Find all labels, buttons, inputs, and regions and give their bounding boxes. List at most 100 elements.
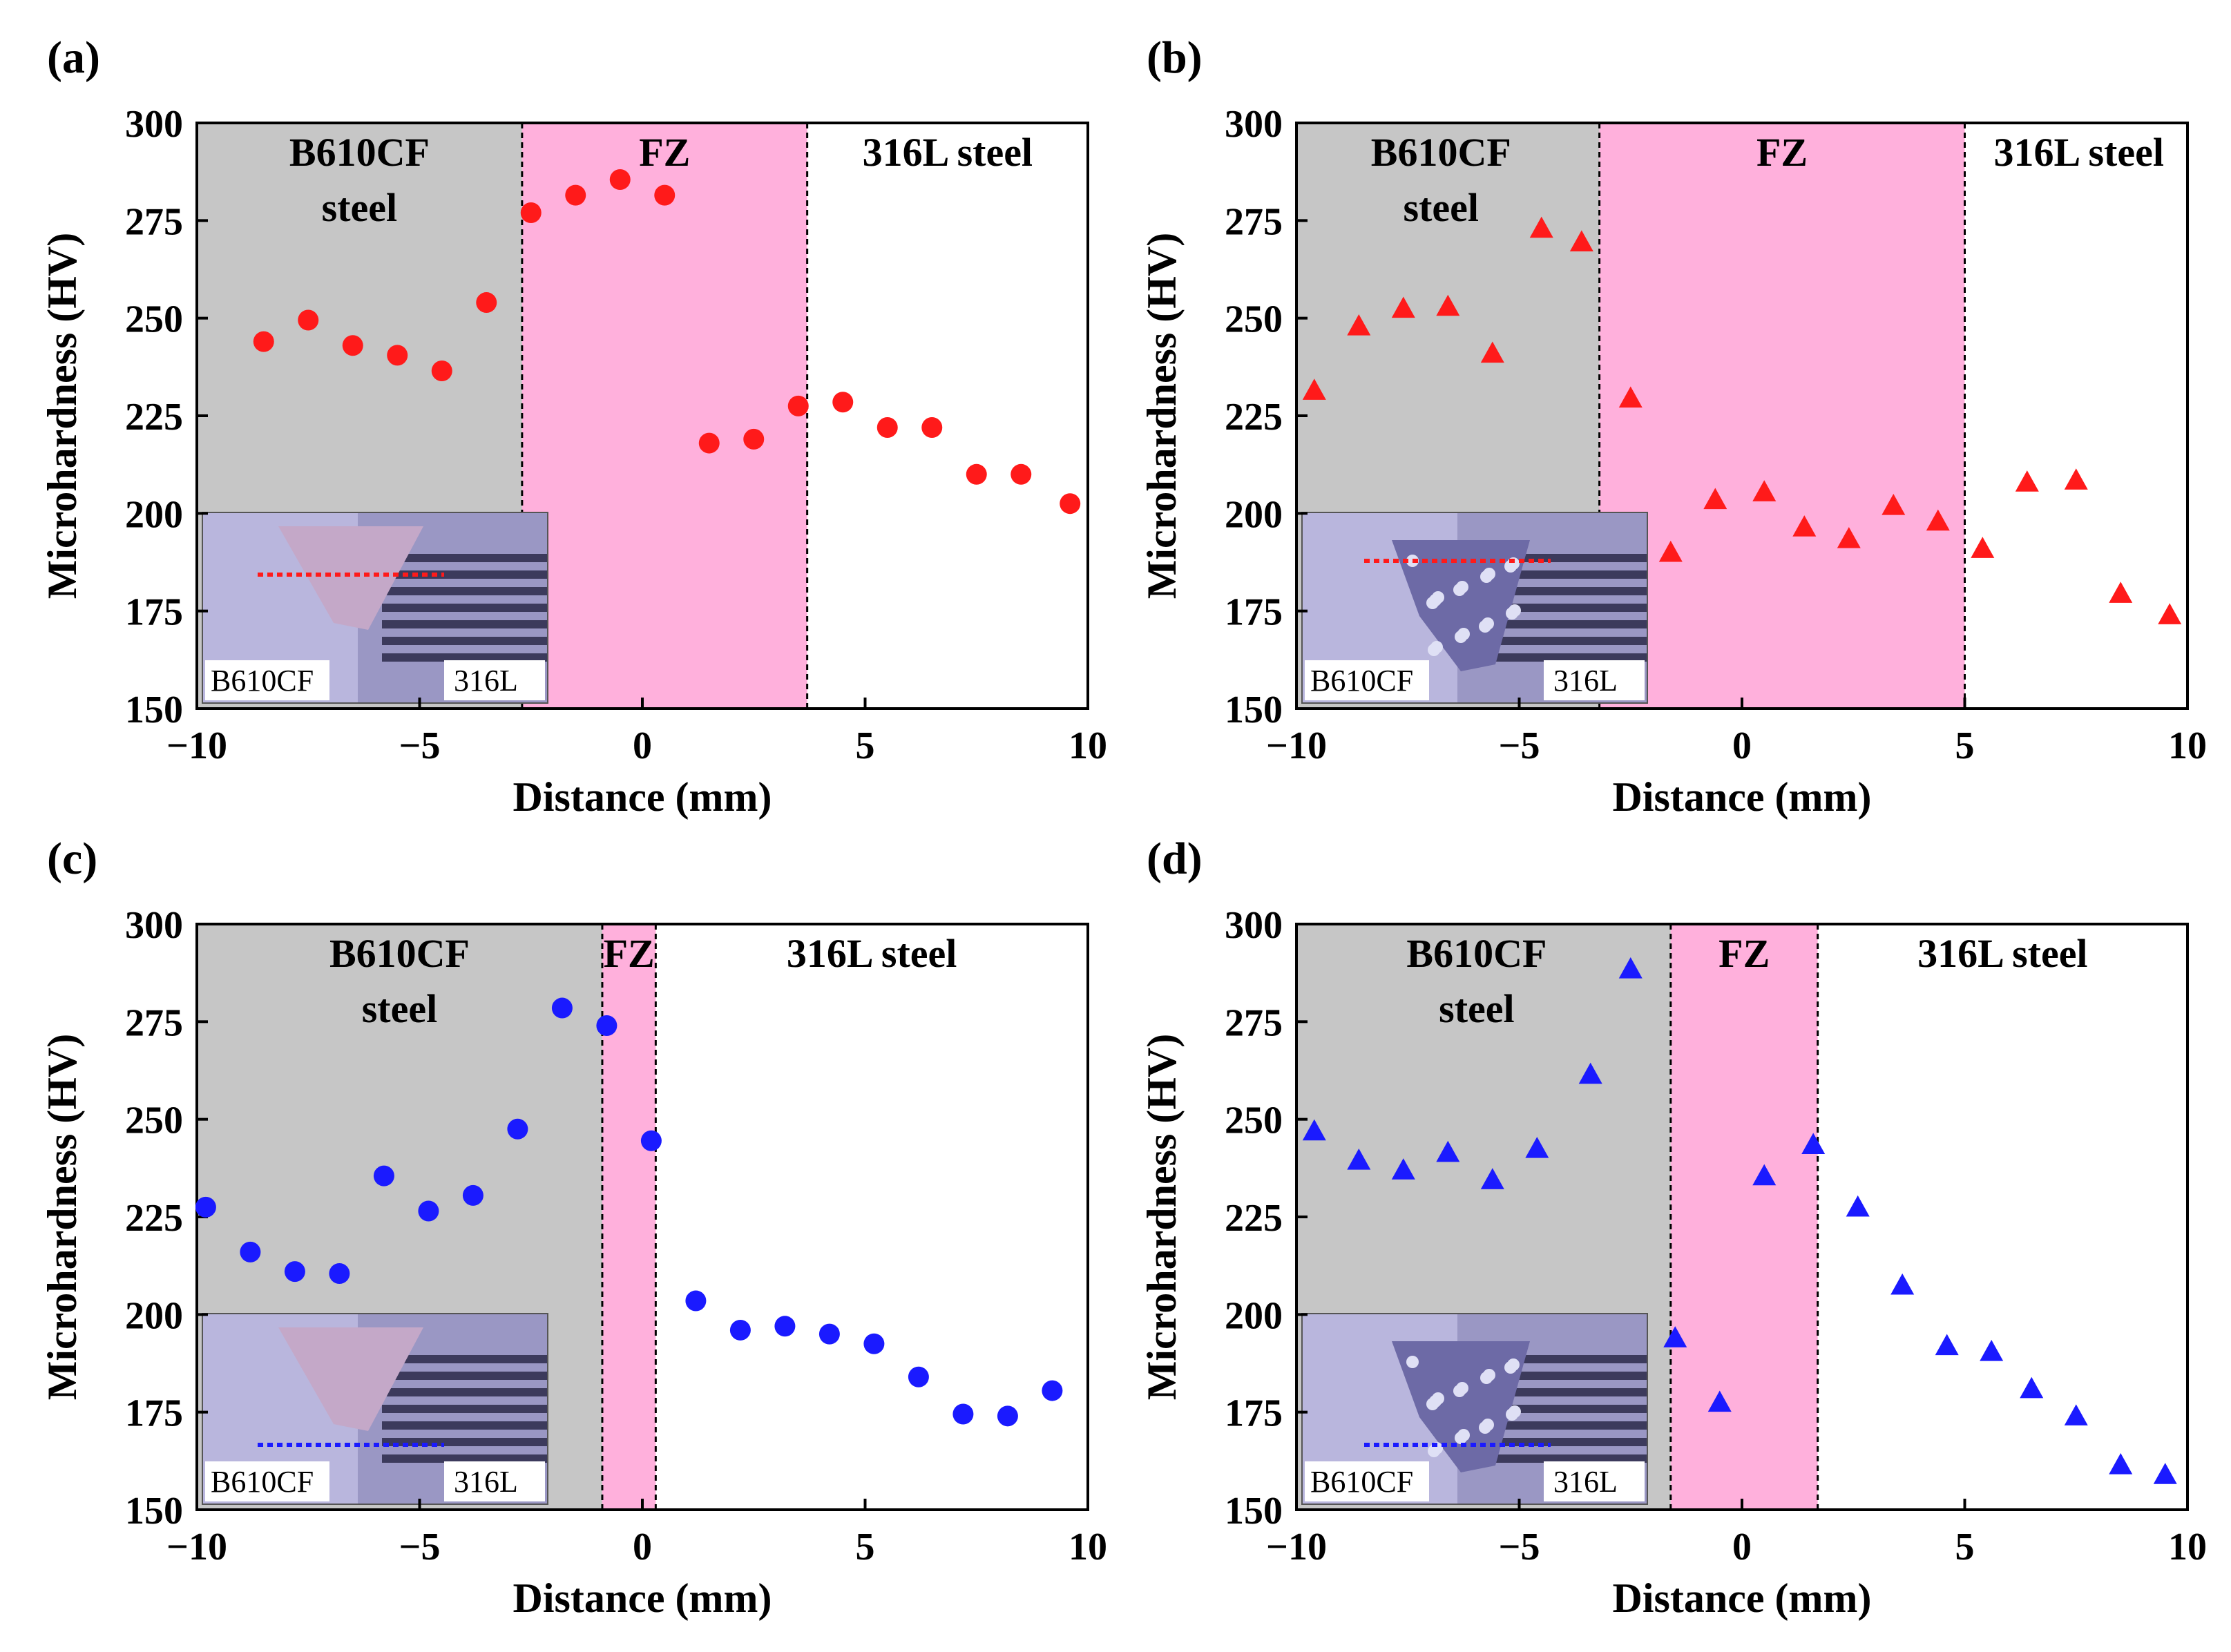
data-point [877, 416, 898, 438]
inset-grain [1504, 560, 1517, 573]
inset-left-label: B610CF [211, 1465, 314, 1499]
data-point [832, 392, 854, 413]
y-tick-label: 250 [1225, 1099, 1283, 1142]
data-point [1980, 1340, 2004, 1361]
data-point [2153, 1463, 2177, 1484]
panel-b: B610CF 316L −10 −5 0 5 10 150 175 200 225 250 275 300… [1139, 32, 2207, 820]
y-tick-label: 225 [125, 1197, 183, 1240]
data-point [1618, 957, 1643, 979]
data-point [1801, 1133, 1826, 1155]
y-tick-label: 275 [1225, 200, 1283, 243]
y-tick-label: 150 [125, 1490, 183, 1533]
x-tick-label: 0 [633, 1526, 652, 1568]
inset-stripe [382, 604, 548, 612]
region-label-base-metal-2: steel [322, 185, 398, 230]
inset-grain [1428, 1445, 1440, 1457]
data-point [507, 1118, 528, 1140]
inset-stripe [1482, 1388, 1647, 1396]
data-point [596, 1015, 617, 1036]
x-tick-label: −10 [166, 1526, 227, 1568]
inset-stripe [1482, 1454, 1647, 1463]
y-tick-label: 300 [125, 904, 183, 947]
region-label-base-metal: B610CF [1406, 931, 1547, 976]
y-tick-label: 175 [125, 591, 183, 634]
data-point [1347, 314, 1371, 336]
panel-letter: (c) [47, 834, 97, 884]
inset-right-label: 316L [454, 664, 518, 698]
data-point [1391, 296, 1415, 318]
inset-grain [1455, 1432, 1467, 1444]
inset-stripe [382, 1405, 548, 1413]
data-point [1881, 494, 1906, 515]
region-label-316l: 316L steel [863, 130, 1033, 175]
region-label-fz: FZ [639, 130, 690, 175]
data-point [1926, 509, 1950, 531]
inset-weld [278, 526, 423, 630]
x-tick-label: −5 [1499, 1526, 1540, 1568]
y-tick-label: 275 [125, 200, 183, 243]
data-point [387, 345, 408, 366]
data-point [1525, 1137, 1549, 1158]
y-tick-label: 250 [125, 1099, 183, 1142]
region-label-base-metal: B610CF [1371, 130, 1511, 175]
data-point [966, 463, 987, 485]
inset-border [202, 1313, 548, 1505]
data-point [1436, 294, 1460, 316]
x-axis-title: Distance (mm) [1613, 1575, 1872, 1621]
y-tick-label: 150 [125, 689, 183, 731]
data-point [685, 1290, 707, 1312]
y-tick-label: 300 [1225, 103, 1283, 146]
region-label-base-metal: B610CF [289, 130, 430, 175]
data-point [373, 1165, 394, 1187]
data-point [2064, 468, 2088, 490]
inset-left-label-box [1305, 660, 1429, 700]
data-point [1707, 1390, 1732, 1412]
inset-grain [1479, 1421, 1491, 1434]
data-point [1935, 1334, 1959, 1356]
inset-right-label-box [444, 1461, 545, 1501]
panel-letter: (a) [47, 32, 100, 83]
x-tick-label: −5 [399, 724, 441, 767]
data-point [565, 184, 586, 206]
inset-grain [1504, 1361, 1517, 1374]
inset-left-label: B610CF [1310, 1465, 1413, 1499]
inset-border [1301, 512, 1648, 704]
y-tick-label: 175 [1225, 591, 1283, 634]
inset-grain [1453, 584, 1466, 596]
data-point [863, 1333, 885, 1354]
region-label-base-metal-2: steel [1404, 185, 1480, 230]
data-point [818, 1323, 840, 1345]
y-tick-label: 150 [1225, 1490, 1283, 1533]
inset-stripe [1482, 587, 1647, 595]
inset-left-label: B610CF [1310, 664, 1413, 698]
inset-stripe [1482, 620, 1647, 628]
data-point [2158, 603, 2182, 624]
inset-grain [1453, 1385, 1466, 1397]
data-point [2109, 1452, 2133, 1475]
inset-weld [278, 1327, 423, 1431]
region-label-fz: FZ [1718, 931, 1770, 976]
inset-stripe [382, 620, 548, 628]
y-tick-label: 175 [1225, 1392, 1283, 1435]
inset-photo: B610CF 316L [1302, 512, 1647, 703]
y-axis-title: Microhardness (HV) [1139, 233, 1185, 599]
fusion-zone-region [521, 123, 807, 709]
data-point [1060, 493, 1081, 515]
x-tick-label: 0 [1732, 1526, 1752, 1568]
y-tick-label: 200 [125, 1294, 183, 1337]
data-point [654, 184, 676, 206]
x-tick-label: −10 [166, 724, 227, 767]
inset-stripe [1482, 1372, 1647, 1380]
x-tick-label: 10 [2168, 1526, 2207, 1568]
inset-stripe [1482, 570, 1647, 579]
inset-right-label: 316L [454, 1465, 518, 1499]
inset-grain [1480, 1372, 1493, 1384]
y-tick-label: 275 [125, 1001, 183, 1044]
data-point [1302, 1119, 1326, 1141]
fusion-zone-region [602, 924, 656, 1510]
inset-grain [1479, 620, 1491, 633]
x-tick-label: 5 [856, 724, 875, 767]
y-axis-title: Microhardness (HV) [39, 233, 85, 599]
y-tick-label: 200 [125, 493, 183, 536]
